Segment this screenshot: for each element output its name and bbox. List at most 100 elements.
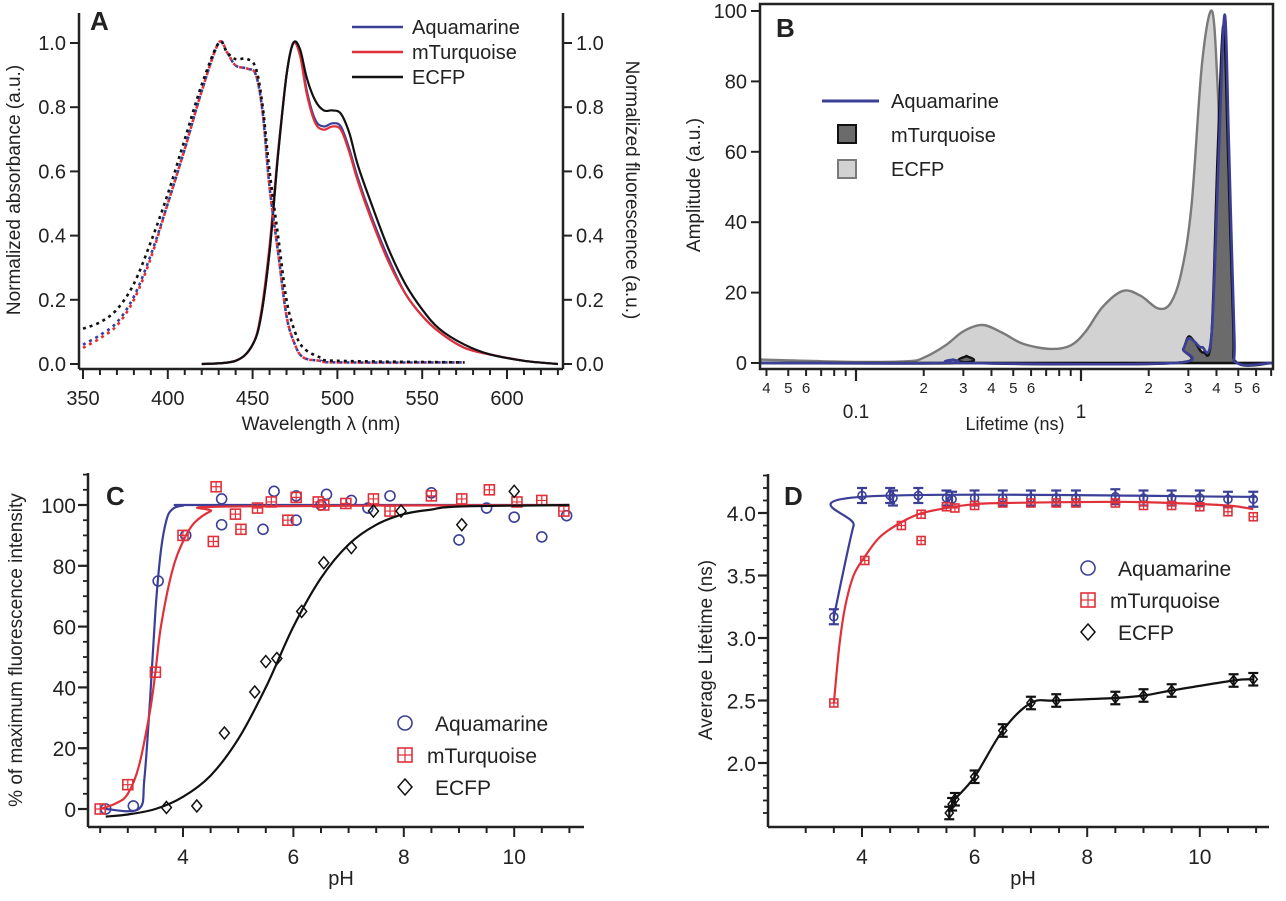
data-point-mturquoise: [950, 503, 960, 513]
data-point-aquamarine: [215, 518, 228, 531]
data-point-ecfp: [395, 503, 408, 519]
y-tick-label: 60: [53, 617, 76, 640]
series-mturquoise-absorbance: [82, 39, 465, 364]
y-tick-label: 2.0: [727, 753, 756, 776]
fit-curve-aquamarine: [829, 493, 1257, 618]
x-axis-label: pH: [328, 868, 354, 890]
data-point-mturquoise: [455, 493, 468, 505]
x-tick-label: 550: [406, 388, 439, 410]
data-point-aquamarine: [152, 575, 164, 587]
x-minor-tick-label: 5: [1234, 380, 1242, 397]
panel-d-axes: 2.0 2.5 3.0 3.5 4.0 4 6 8 10: [727, 474, 1269, 869]
data-point-ecfp: [508, 484, 521, 499]
y-tick-label-right: 0.8: [576, 97, 604, 119]
data-point-ecfp: [969, 770, 980, 783]
legend-label: Aquamarine: [435, 713, 548, 736]
data-point-mturquoise: [916, 509, 926, 520]
data-point-mturquoise: [384, 505, 396, 517]
data-point-mturquoise: [1138, 500, 1149, 511]
fit-curve-aquamarine: [105, 503, 570, 813]
x-tick-label: 600: [490, 388, 523, 410]
data-point-aquamarine: [913, 490, 924, 501]
legend-swatch-mturquoise: [837, 124, 857, 144]
x-tick-label: 400: [151, 388, 184, 410]
data-point-mturquoise: [1195, 501, 1205, 512]
data-point-mturquoise: [558, 505, 570, 517]
x-minor-tick-label: 4: [762, 380, 770, 397]
x-tick-label: 8: [398, 846, 410, 869]
legend-label: mTurquoise: [427, 745, 537, 768]
data-point-mturquoise: [1051, 498, 1062, 508]
x-minor-tick-label: 3: [959, 380, 967, 397]
data-point-aquamarine: [1223, 494, 1233, 505]
x-minor-tick-label: 5: [1009, 380, 1017, 397]
data-point-ecfp: [367, 503, 380, 519]
error-bar-aquamarine: [828, 608, 839, 626]
x-minor-tick-label: 4: [1212, 380, 1220, 397]
panel-d: 2.0 2.5 3.0 3.5 4.0 4 6 8 10 pH Average Lifetime (…: [696, 474, 1269, 890]
panel-label-b: B: [776, 13, 795, 43]
data-point-mturquoise: [340, 497, 352, 510]
error-bar-aquamarine: [913, 486, 924, 505]
x-tick-label: 450: [236, 388, 269, 410]
y-tick-label: 20: [53, 738, 76, 761]
y-tick-label: 4.0: [727, 503, 756, 526]
y-tick-label: 100: [41, 495, 76, 518]
data-point-ecfp: [1166, 684, 1177, 697]
x-minor-tick-label: 2: [1145, 380, 1153, 397]
panel-d-legend: Aquamarine mTurquoise ECFP: [1080, 558, 1231, 645]
legend-label: mTurquoise: [891, 125, 996, 147]
panel-a-legend: Aquamarine mTurquoise ECFP: [352, 17, 520, 89]
x-minor-tick-label: 3: [1184, 380, 1192, 397]
data-point-ecfp: [1138, 689, 1149, 702]
y-axis-label: % of maximum fluorescence intensity: [6, 493, 27, 807]
plot-frame: [758, 2, 1275, 371]
series-aquamarine-absorbance: [82, 39, 465, 364]
x-tick-label: 10: [503, 846, 526, 869]
data-point-ecfp: [345, 540, 358, 555]
y-tick-label-right: 0.4: [576, 226, 604, 248]
data-point-ecfp: [997, 724, 1008, 737]
series-aquamarine-fluorescence: [201, 40, 558, 366]
data-point-mturquoise: [1110, 498, 1121, 508]
data-point-mturquoise: [229, 508, 242, 520]
x-tick-label: 6: [288, 846, 300, 869]
y-tick-label: 0: [736, 353, 747, 375]
y-tick-label-left: 0.8: [38, 97, 66, 119]
error-bar-aquamarine: [1248, 490, 1259, 508]
y-axis-label-left: Normalized absorbance (a.u.): [4, 65, 25, 315]
legend-swatch-ecfp: [837, 159, 857, 179]
y-tick-label: 100: [714, 1, 747, 23]
x-tick-label: 6: [969, 846, 981, 869]
data-point-aquamarine: [127, 800, 140, 812]
x-tick-label: 350: [66, 388, 99, 410]
data-point-ecfp: [160, 800, 173, 815]
y-tick-label: 60: [725, 142, 747, 164]
data-point-mturquoise: [1071, 498, 1081, 508]
y-tick-label: 3.0: [727, 628, 756, 651]
fit-curve-mturquoise: [99, 503, 570, 811]
y-tick-label-left: 1.0: [38, 33, 66, 55]
legend-marker-aquamarine: [397, 715, 413, 731]
x-axis-label: Lifetime (ns): [965, 414, 1064, 434]
data-point-mturquoise: [210, 480, 222, 493]
data-point-mturquoise: [251, 502, 264, 514]
data-point-mturquoise: [149, 666, 162, 679]
data-point-aquamarine: [508, 511, 521, 523]
x-axis-label: Wavelength λ (nm): [242, 414, 401, 435]
data-point-aquamarine: [453, 534, 465, 546]
legend-label: Aquamarine: [1118, 558, 1231, 581]
data-point-aquamarine: [535, 531, 548, 543]
data-point-mturquoise: [1223, 506, 1233, 517]
data-point-mturquoise: [122, 778, 134, 791]
panel-b-legend: Aquamarine mTurquoise ECFP: [822, 91, 999, 181]
legend-label: ECFP: [891, 159, 944, 181]
fit-curve-ecfp: [948, 678, 1254, 814]
data-point-mturquoise: [997, 498, 1008, 508]
x-minor-tick-label: 4: [987, 380, 995, 397]
data-point-ecfp: [248, 684, 261, 700]
data-point-ecfp: [1228, 674, 1239, 687]
y-axis-label-right: Normalized fluorescence (a.u.): [621, 61, 642, 320]
